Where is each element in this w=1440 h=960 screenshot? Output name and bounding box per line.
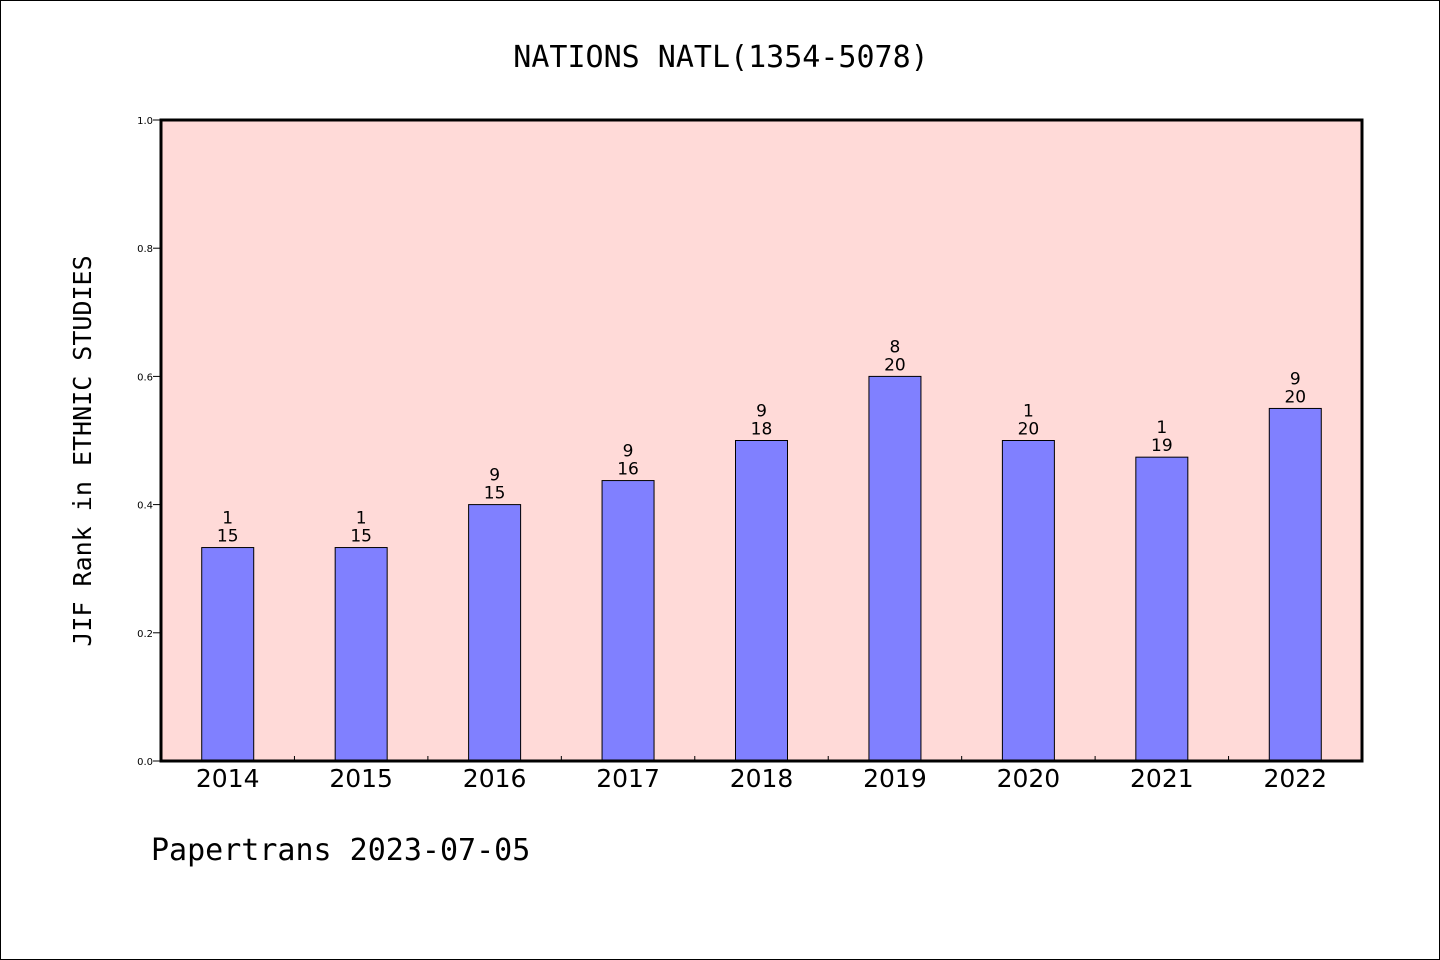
bar-2018 <box>735 440 788 762</box>
bar-label-top: 9 <box>756 402 767 422</box>
y-tick-label: 1.0 <box>137 116 153 127</box>
bar-label-bottom: 20 <box>1018 420 1040 440</box>
y-tick-label: 0.4 <box>137 501 153 512</box>
bar-2019 <box>868 375 922 762</box>
bar-label-bottom: 15 <box>484 484 506 504</box>
bar-2017 <box>601 480 655 762</box>
bar-label-top: 9 <box>623 442 634 462</box>
x-axis-ticks: 2014 2015 2016 2017 2018 2019 2020 2021 2022 <box>196 756 1327 793</box>
bar-label-bottom: 20 <box>1284 387 1306 407</box>
bar-2020 <box>1001 440 1055 762</box>
y-axis-label: JIF Rank in ETHNIC STUDIES <box>68 255 97 646</box>
footer-credit: Papertrans 2023-07-05 <box>151 833 531 868</box>
x-tick-label: 2015 <box>329 764 393 793</box>
bar-label-bottom: 16 <box>617 460 639 480</box>
bar-label-top: 8 <box>890 337 901 357</box>
y-axis-ticks: 0.0 0.2 0.4 0.6 0.8 1.0 <box>137 116 161 768</box>
x-tick-label: 2017 <box>596 764 660 793</box>
x-tick-label: 2019 <box>863 764 927 793</box>
y-tick-label: 0.6 <box>137 372 153 383</box>
bar-label-bottom: 15 <box>350 527 372 547</box>
bar-2021 <box>1135 456 1189 762</box>
bars <box>201 375 1322 762</box>
bar-label-top: 1 <box>222 509 233 529</box>
chart-title: NATIONS NATL(1354-5078) <box>513 40 928 75</box>
bar-label-top: 1 <box>1156 418 1167 438</box>
plot-border <box>159 118 1364 763</box>
bar-label-top: 9 <box>489 466 500 486</box>
y-tick-label: 0.0 <box>137 757 153 768</box>
bar-label-bottom: 20 <box>884 355 906 375</box>
bar-label-bottom: 19 <box>1151 436 1173 456</box>
bar-2014 <box>201 547 255 762</box>
y-tick-label: 0.2 <box>137 629 153 640</box>
x-tick-label: 2022 <box>1263 764 1327 793</box>
bar-label-top: 1 <box>356 509 367 529</box>
bar-label-top: 1 <box>1023 402 1034 422</box>
bar-2016 <box>468 504 522 762</box>
bar-label-bottom: 15 <box>217 527 239 547</box>
x-tick-label: 2014 <box>196 764 260 793</box>
bar-2022 <box>1268 407 1322 762</box>
y-tick-label: 0.8 <box>137 244 153 255</box>
bar-label-bottom: 18 <box>751 420 773 440</box>
x-tick-label: 2020 <box>997 764 1061 793</box>
x-tick-label: 2018 <box>730 764 794 793</box>
bar-label-top: 9 <box>1290 369 1301 389</box>
x-tick-label: 2021 <box>1130 764 1194 793</box>
x-tick-label: 2016 <box>463 764 527 793</box>
bar-2015 <box>334 547 388 762</box>
